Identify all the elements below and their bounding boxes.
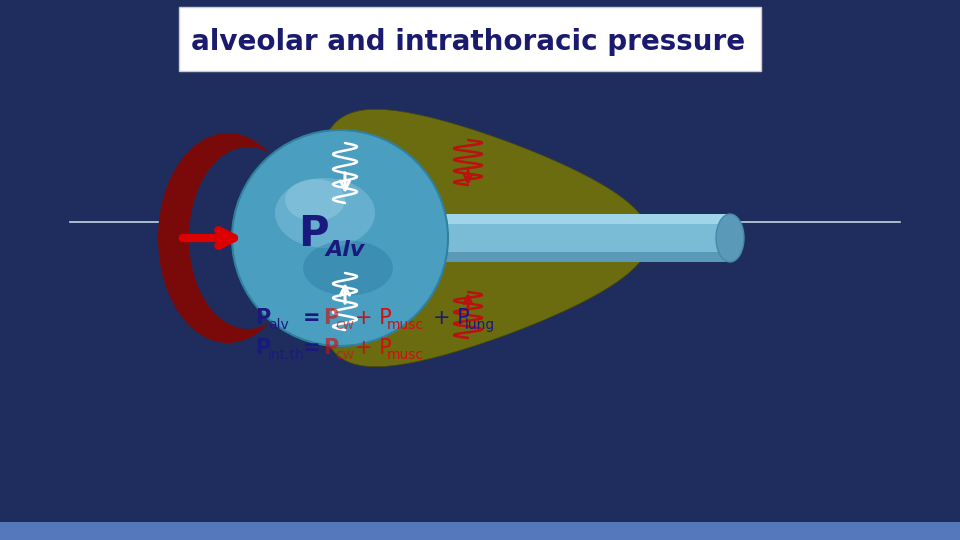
Ellipse shape: [275, 178, 375, 248]
Text: P: P: [323, 338, 338, 358]
Bar: [440, 214, 730, 262]
Text: =: =: [303, 308, 321, 328]
Bar: [440, 214, 730, 224]
Text: cw: cw: [335, 348, 354, 362]
Text: P: P: [298, 213, 328, 255]
Bar: [440, 252, 730, 262]
Text: alv: alv: [268, 318, 289, 332]
Ellipse shape: [303, 240, 393, 295]
Polygon shape: [314, 110, 650, 367]
Text: P: P: [255, 338, 271, 358]
Ellipse shape: [158, 133, 298, 343]
Text: lung: lung: [465, 318, 495, 332]
Text: int.th: int.th: [268, 348, 304, 362]
Text: + P: + P: [355, 308, 392, 328]
Text: P: P: [323, 308, 338, 328]
Ellipse shape: [189, 147, 307, 329]
Text: =: =: [303, 338, 321, 358]
FancyBboxPatch shape: [179, 7, 761, 71]
Text: + P: + P: [355, 338, 392, 358]
Text: + P: + P: [433, 308, 469, 328]
Bar: [0, 522, 960, 540]
Ellipse shape: [285, 179, 345, 221]
Text: cw: cw: [335, 318, 354, 332]
Ellipse shape: [232, 130, 448, 346]
Text: musc: musc: [387, 318, 424, 332]
Text: P: P: [255, 308, 271, 328]
Text: Alv: Alv: [325, 240, 365, 260]
Text: musc: musc: [387, 348, 424, 362]
Ellipse shape: [716, 214, 744, 262]
Text: alveolar and intrathoracic pressure: alveolar and intrathoracic pressure: [191, 28, 745, 56]
